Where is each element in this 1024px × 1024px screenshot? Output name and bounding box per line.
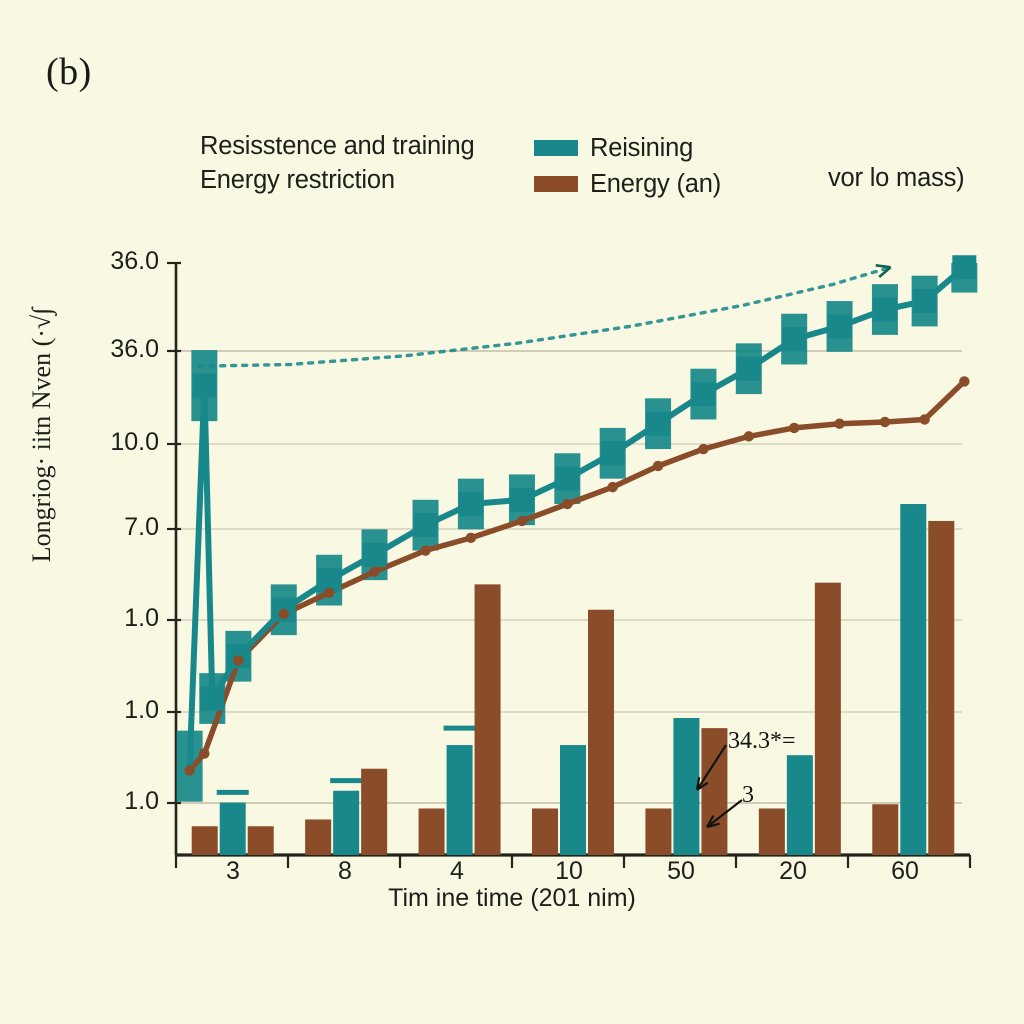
x-tick-label: 10: [555, 857, 583, 885]
data-point-marker: [555, 466, 580, 491]
data-point-marker: [607, 481, 618, 493]
gridlines: [178, 350, 962, 804]
y-tick-label: 1.0: [124, 696, 159, 724]
legend-swatch-teal: [534, 140, 578, 156]
data-point-marker: [698, 443, 709, 455]
data-point-marker: [827, 314, 852, 339]
y-tick-label: 36.0: [110, 335, 159, 363]
x-axis-title: Tim ine time (201 nim): [388, 884, 636, 912]
data-point-marker: [736, 356, 761, 381]
data-point-marker: [652, 460, 664, 472]
legend-entry-label: Reisining: [590, 133, 694, 162]
bar: [872, 804, 899, 855]
legend-description: Resisstence and training Energy restrict…: [200, 130, 510, 197]
legend-entry-resisining[interactable]: Reisining: [534, 130, 721, 166]
bar: [474, 584, 501, 855]
data-point-marker: [458, 492, 483, 517]
bar: [247, 826, 274, 855]
data-point-marker: [509, 487, 534, 512]
data-point-marker: [362, 542, 387, 567]
data-point-marker: [420, 545, 431, 556]
panel-label: (b): [46, 51, 92, 93]
bar: [928, 520, 955, 855]
x-tick-label: 20: [779, 857, 807, 885]
bar: [305, 819, 332, 855]
y-tick-label: 36.0: [110, 247, 159, 275]
data-point-marker: [879, 416, 891, 428]
bar: [191, 826, 218, 855]
legend-description-line-2: Energy restriction: [200, 165, 395, 194]
data-point-marker: [600, 441, 625, 466]
annotation-text: 34.3*=: [728, 728, 796, 754]
bar: [645, 808, 672, 855]
data-point-marker: [192, 373, 217, 398]
bar: [361, 768, 388, 855]
bar: [900, 504, 927, 855]
legend-swatch-brown: [534, 176, 578, 192]
data-point-marker: [912, 289, 937, 314]
data-point-marker: [465, 532, 477, 544]
data-point-marker: [184, 765, 195, 776]
data-point-marker: [919, 414, 930, 425]
bar: [588, 609, 614, 855]
projection-dashed-path: [197, 265, 893, 368]
annotation-text: 3: [742, 782, 754, 808]
bar: [786, 755, 813, 855]
data-point-marker: [782, 327, 807, 352]
data-point-marker: [691, 382, 716, 407]
legend-entry-energy[interactable]: Energy (an): [534, 166, 721, 202]
data-point-marker: [200, 686, 225, 711]
bar: [418, 808, 445, 855]
y-tick-label: 1.0: [124, 787, 159, 815]
legend-keys: Reisining Energy (an): [534, 130, 721, 202]
data-point-marker: [959, 376, 970, 387]
projection-series: [197, 263, 893, 368]
data-point-marker: [788, 422, 800, 434]
bar: [814, 582, 841, 855]
y-tick-label: 1.0: [124, 604, 159, 632]
bar: [673, 717, 700, 855]
bar: [532, 808, 558, 855]
data-point-marker: [872, 297, 897, 322]
x-tick-label: 8: [338, 857, 352, 885]
data-point-marker: [278, 608, 289, 620]
annotation-arrows: [695, 744, 743, 829]
y-tick-label: 7.0: [124, 513, 159, 541]
bar-series: [191, 504, 955, 855]
data-point-marker: [952, 255, 977, 280]
line-series: [176, 255, 978, 802]
data-point-marker: [646, 411, 671, 436]
bar: [560, 745, 586, 855]
bar: [758, 808, 785, 855]
x-tick-label: 4: [450, 857, 464, 885]
data-point-marker: [369, 566, 380, 577]
data-point-marker: [233, 655, 244, 666]
bar: [446, 745, 473, 855]
x-tick-label: 60: [891, 857, 919, 885]
data-point-marker: [743, 431, 755, 442]
data-point-marker: [323, 587, 335, 599]
projection-arrowhead: [875, 263, 892, 278]
data-point-marker: [516, 515, 528, 527]
data-point-marker: [199, 748, 210, 759]
legend-entry-label: Energy (an): [590, 169, 722, 198]
bar: [333, 790, 360, 855]
corner-note: vor lo mass): [828, 164, 965, 192]
x-tick-label: 3: [226, 857, 240, 885]
data-point-marker: [413, 513, 438, 538]
data-point-marker: [562, 498, 573, 510]
x-tick-label: 50: [667, 857, 695, 885]
data-point-marker: [834, 418, 845, 429]
bar: [219, 802, 246, 855]
y-tick-label: 10.0: [110, 428, 159, 456]
legend-description-line-1: Resisstence and training: [200, 132, 475, 160]
